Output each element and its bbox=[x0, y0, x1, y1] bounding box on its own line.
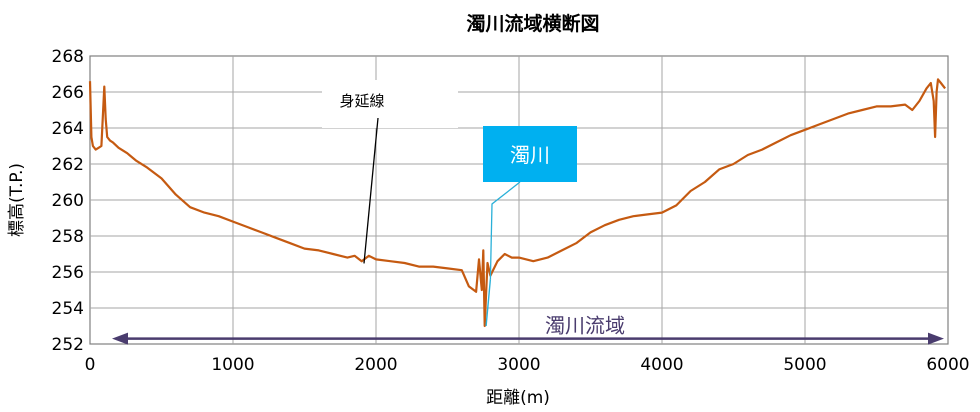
y-tick-label: 252 bbox=[52, 335, 84, 355]
range-arrow: 濁川流域 bbox=[112, 314, 944, 345]
y-tick-label: 264 bbox=[52, 119, 84, 139]
x-tick-label: 4000 bbox=[640, 355, 683, 375]
x-tick-label: 2000 bbox=[354, 355, 397, 375]
x-tick-label: 0 bbox=[85, 355, 96, 375]
terrain-profile-line bbox=[88, 78, 946, 328]
y-tick-label: 260 bbox=[52, 191, 84, 211]
river-line bbox=[485, 279, 492, 327]
tick-labels: 0 1000 2000 3000 4000 5000 6000 252 254 256 258 260… bbox=[52, 47, 970, 375]
range-label: 濁川流域 bbox=[545, 314, 625, 338]
chart-title: 濁川流域横断図 bbox=[466, 12, 599, 35]
y-tick-label: 262 bbox=[52, 155, 84, 175]
leader-line-nigorikawa bbox=[489, 181, 521, 280]
y-tick-label: 256 bbox=[52, 263, 84, 283]
y-tick-label: 268 bbox=[52, 47, 84, 67]
series-layer bbox=[88, 78, 946, 328]
callout-box-nigorikawa bbox=[483, 126, 577, 182]
label-minobu: 身延線 bbox=[339, 92, 384, 110]
callout-label-nigorikawa: 濁川 bbox=[510, 143, 550, 167]
label-box-minobu bbox=[322, 80, 458, 128]
x-tick-label: 5000 bbox=[783, 355, 826, 375]
y-tick-label: 258 bbox=[52, 227, 84, 247]
y-tick-label: 254 bbox=[52, 299, 84, 319]
y-tick-label: 266 bbox=[52, 83, 84, 103]
leader-line-minobu bbox=[363, 117, 379, 264]
range-arrow-left-head bbox=[112, 332, 128, 345]
x-tick-label: 1000 bbox=[211, 355, 254, 375]
range-arrow-right-head bbox=[928, 332, 944, 345]
x-tick-label: 6000 bbox=[926, 355, 969, 375]
x-axis-label: 距離(m) bbox=[486, 388, 550, 408]
grid bbox=[89, 55, 949, 345]
y-axis-label: 標高(T.P.) bbox=[7, 163, 27, 237]
x-tick-label: 3000 bbox=[497, 355, 540, 375]
